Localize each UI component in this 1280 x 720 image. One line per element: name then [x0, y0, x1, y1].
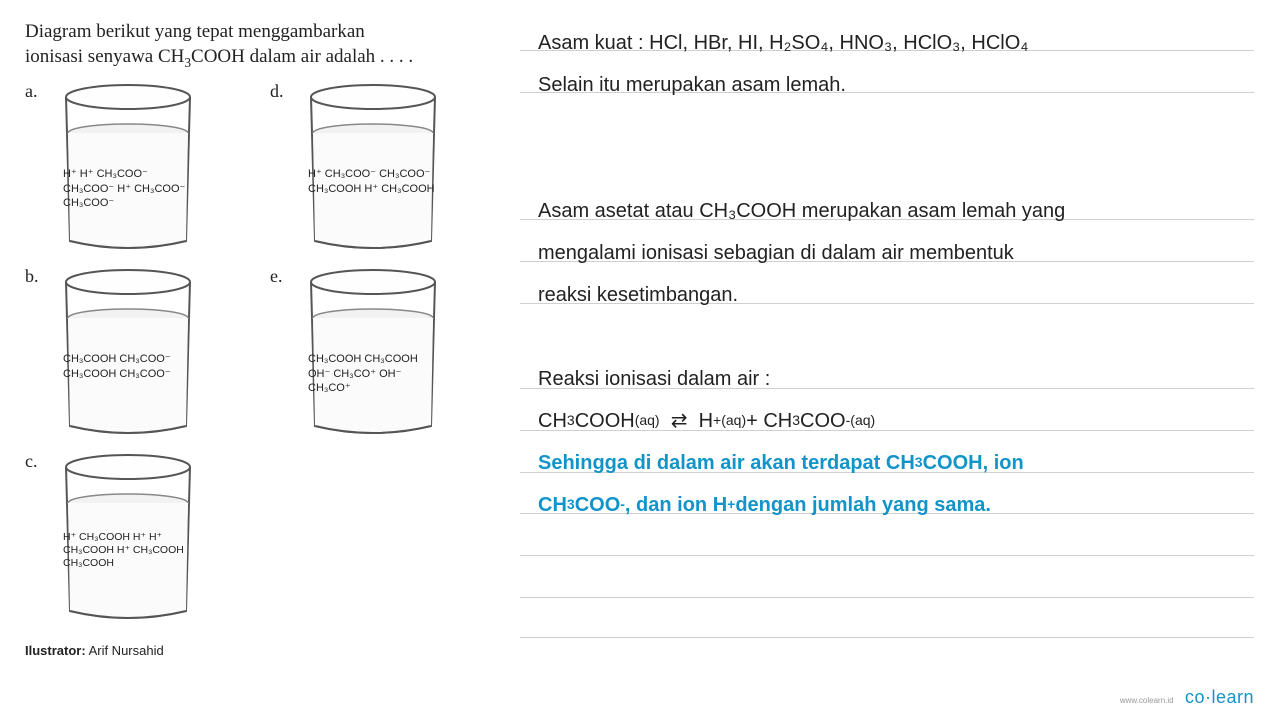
options-grid: a. H⁺ H⁺ CH₃COO⁻ CH₃COO⁻ H⁺ CH₃COO⁻ CH₃C… [25, 79, 510, 639]
beaker-d: H⁺ CH₃COO⁻ CH₃COO⁻ CH₃COOH H⁺ CH₃COOH [298, 83, 448, 251]
beaker-d-content: H⁺ CH₃COO⁻ CH₃COO⁻ CH₃COOH H⁺ CH₃COOH [308, 167, 438, 197]
exp-line2: Selain itu merupakan asam lemah. [538, 64, 1254, 106]
option-e-label: e. [270, 266, 283, 287]
exp-spacer3 [538, 316, 1254, 358]
question-line2-prefix: ionisasi senyawa CH [25, 46, 184, 67]
explanation-content: Asam kuat : HCl, HBr, HI, H₂SO₄, HNO₃, H… [538, 22, 1254, 526]
option-a-label: a. [25, 81, 38, 102]
illustrator-credit: Ilustrator: Arif Nursahid [25, 643, 510, 658]
exp-line1: Asam kuat : HCl, HBr, HI, H₂SO₄, HNO₃, H… [538, 22, 1254, 64]
exp-line7: CH3COOH(aq) ⇄ H+(aq) + CH3COO-(aq) [538, 400, 1254, 442]
option-e: e. CH₃COOH CH₃COOH OH⁻ CH₃CO⁺ OH⁻ CH₃CO⁺ [270, 264, 500, 449]
exp-spacer2 [538, 148, 1254, 190]
option-a: a. H⁺ H⁺ CH₃COO⁻ CH₃COO⁻ H⁺ CH₃COO⁻ CH₃C… [25, 79, 270, 264]
option-d-label: d. [270, 81, 284, 102]
beaker-a-content: H⁺ H⁺ CH₃COO⁻ CH₃COO⁻ H⁺ CH₃COO⁻ CH₃COO⁻ [63, 167, 193, 212]
brand-site: www.colearn.id [1120, 696, 1174, 705]
beaker-c: H⁺ CH₃COOH H⁺ H⁺ CH₃COOH H⁺ CH₃COOH CH₃C… [53, 453, 203, 621]
beaker-e: CH₃COOH CH₃COOH OH⁻ CH₃CO⁺ OH⁻ CH₃CO⁺ [298, 268, 448, 436]
beaker-b-content: CH₃COOH CH₃COO⁻ CH₃COOH CH₃COO⁻ [63, 352, 193, 382]
beaker-c-content: H⁺ CH₃COOH H⁺ H⁺ CH₃COOH H⁺ CH₃COOH CH₃C… [63, 531, 193, 570]
beaker-e-content: CH₃COOH CH₃COOH OH⁻ CH₃CO⁺ OH⁻ CH₃CO⁺ [308, 352, 438, 397]
beaker-a: H⁺ H⁺ CH₃COO⁻ CH₃COO⁻ H⁺ CH₃COO⁻ CH₃COO⁻ [53, 83, 203, 251]
illustrator-label: Ilustrator: [25, 643, 86, 658]
exp-line3: Asam asetat atau CH₃COOH merupakan asam … [538, 190, 1254, 232]
option-b: b. CH₃COOH CH₃COO⁻ CH₃COOH CH₃COO⁻ [25, 264, 270, 449]
footer-brand: www.colearn.id co·learn [1120, 687, 1254, 708]
right-panel: Asam kuat : HCl, HBr, HI, H₂SO₄, HNO₃, H… [520, 0, 1280, 720]
question-line2-suffix: COOH dalam air adalah . . . . [191, 46, 413, 67]
option-c-label: c. [25, 451, 38, 472]
exp-line8: Sehingga di dalam air akan terdapat CH3C… [538, 442, 1254, 484]
exp-line5: reaksi kesetimbangan. [538, 274, 1254, 316]
exp-spacer1 [538, 106, 1254, 148]
option-b-label: b. [25, 266, 39, 287]
option-c: c. H⁺ CH₃COOH H⁺ H⁺ CH₃COOH H⁺ CH₃COOH C… [25, 449, 270, 639]
left-panel: Diagram berikut yang tepat menggambarkan… [0, 0, 520, 720]
exp-line6: Reaksi ionisasi dalam air : [538, 358, 1254, 400]
exp-line4: mengalami ionisasi sebagian di dalam air… [538, 232, 1254, 274]
option-d: d. H⁺ CH₃COO⁻ CH₃COO⁻ CH₃COOH H⁺ CH₃COOH [270, 79, 500, 264]
question-line1: Diagram berikut yang tepat menggambarkan [25, 21, 365, 42]
illustrator-name: Arif Nursahid [86, 643, 164, 658]
brand-logo: co·learn [1185, 687, 1254, 707]
beaker-b: CH₃COOH CH₃COO⁻ CH₃COOH CH₃COO⁻ [53, 268, 203, 436]
exp-line9: CH3COO-, dan ion H+ dengan jumlah yang s… [538, 484, 1254, 526]
question-text: Diagram berikut yang tepat menggambarkan… [25, 20, 510, 71]
